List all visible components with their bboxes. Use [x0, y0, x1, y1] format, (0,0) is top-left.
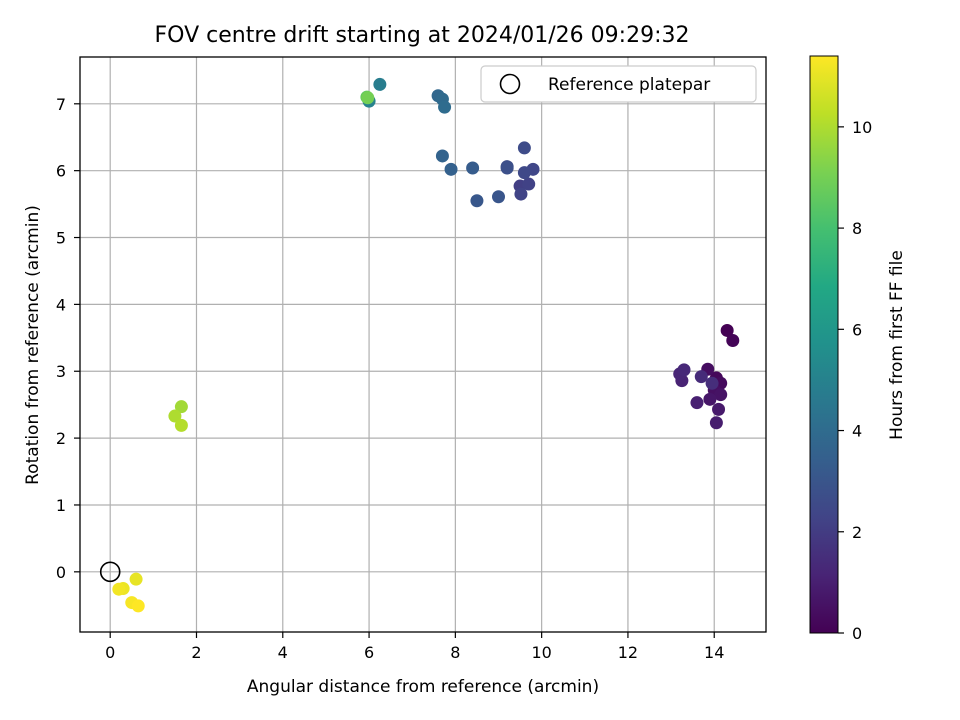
scatter-point [470, 194, 484, 208]
y-tick-label: 4 [56, 295, 66, 314]
y-tick-label: 5 [56, 229, 66, 248]
colorbar-gradient [809, 55, 839, 634]
legend-box [480, 65, 757, 103]
legend: Reference platepar [480, 65, 757, 103]
x-tick-label: 0 [105, 643, 115, 662]
x-tick-label: 6 [364, 643, 374, 662]
y-tick-label: 1 [56, 496, 66, 515]
scatter-point [174, 400, 188, 414]
grid-lines [80, 57, 766, 632]
scatter-point [726, 333, 740, 347]
x-tick-label: 2 [191, 643, 201, 662]
scatter-point [112, 582, 126, 596]
y-tick-label: 0 [56, 563, 66, 582]
y-tick-label: 7 [56, 95, 66, 114]
colorbar-tick-label: 10 [852, 118, 872, 137]
scatter-point [517, 141, 531, 155]
scatter-point [361, 91, 375, 105]
scatter-point [466, 161, 480, 175]
plot-frame [79, 56, 767, 633]
scatter-point [705, 376, 719, 390]
scatter-point [435, 149, 449, 163]
x-axis-label: Angular distance from reference (arcmin) [247, 677, 599, 697]
scatter-point [500, 161, 514, 175]
colorbar-tick-label: 4 [852, 422, 862, 441]
colorbar-tick-label: 2 [852, 523, 862, 542]
colorbar-tick-label: 8 [852, 219, 862, 238]
scatter-point [174, 418, 188, 432]
colorbar-label: Hours from first FF file [887, 250, 907, 440]
scatter-point [677, 363, 691, 377]
scatter-point [517, 166, 531, 180]
chart-title: FOV centre drift starting at 2024/01/26 … [155, 23, 690, 48]
scatter-point [714, 388, 728, 402]
legend-label: Reference platepar [548, 75, 710, 95]
data-points [112, 77, 740, 613]
scatter-point [522, 177, 536, 191]
scatter-point [131, 599, 145, 613]
legend-marker [499, 73, 521, 95]
colorbar-ticks: 0 2 4 6 8 10 [838, 118, 872, 643]
scatter-point [694, 370, 708, 384]
scatter-point [438, 100, 452, 114]
y-tick-label: 2 [56, 429, 66, 448]
scatter-point [720, 323, 734, 337]
scatter-point [712, 402, 726, 416]
x-axis-ticks: 0 2 4 6 8 10 12 14 [105, 632, 724, 662]
scatter-point [373, 77, 387, 91]
x-tick-label: 10 [531, 643, 551, 662]
scatter-point [709, 416, 723, 430]
x-tick-label: 4 [278, 643, 288, 662]
scatter-point [444, 162, 458, 176]
y-tick-label: 3 [56, 362, 66, 381]
scatter-point [492, 190, 506, 204]
reference-marker [99, 561, 121, 583]
scatter-point [703, 392, 717, 406]
scatter-point [129, 572, 143, 586]
scatter-point [168, 409, 182, 423]
x-tick-label: 14 [704, 643, 724, 662]
colorbar-tick-label: 6 [852, 320, 862, 339]
x-tick-label: 12 [618, 643, 638, 662]
colorbar: 0 2 4 6 8 10 Hours from first FF file [809, 55, 907, 643]
y-tick-label: 6 [56, 162, 66, 181]
scatter-point [514, 187, 528, 201]
x-tick-label: 8 [450, 643, 460, 662]
colorbar-tick-label: 0 [852, 624, 862, 643]
scatter-point [690, 396, 704, 410]
y-axis-label: Rotation from reference (arcmin) [23, 205, 43, 485]
reference-platepar-marker [99, 561, 121, 583]
y-axis-ticks: 0 1 2 3 4 5 6 7 [56, 95, 80, 582]
